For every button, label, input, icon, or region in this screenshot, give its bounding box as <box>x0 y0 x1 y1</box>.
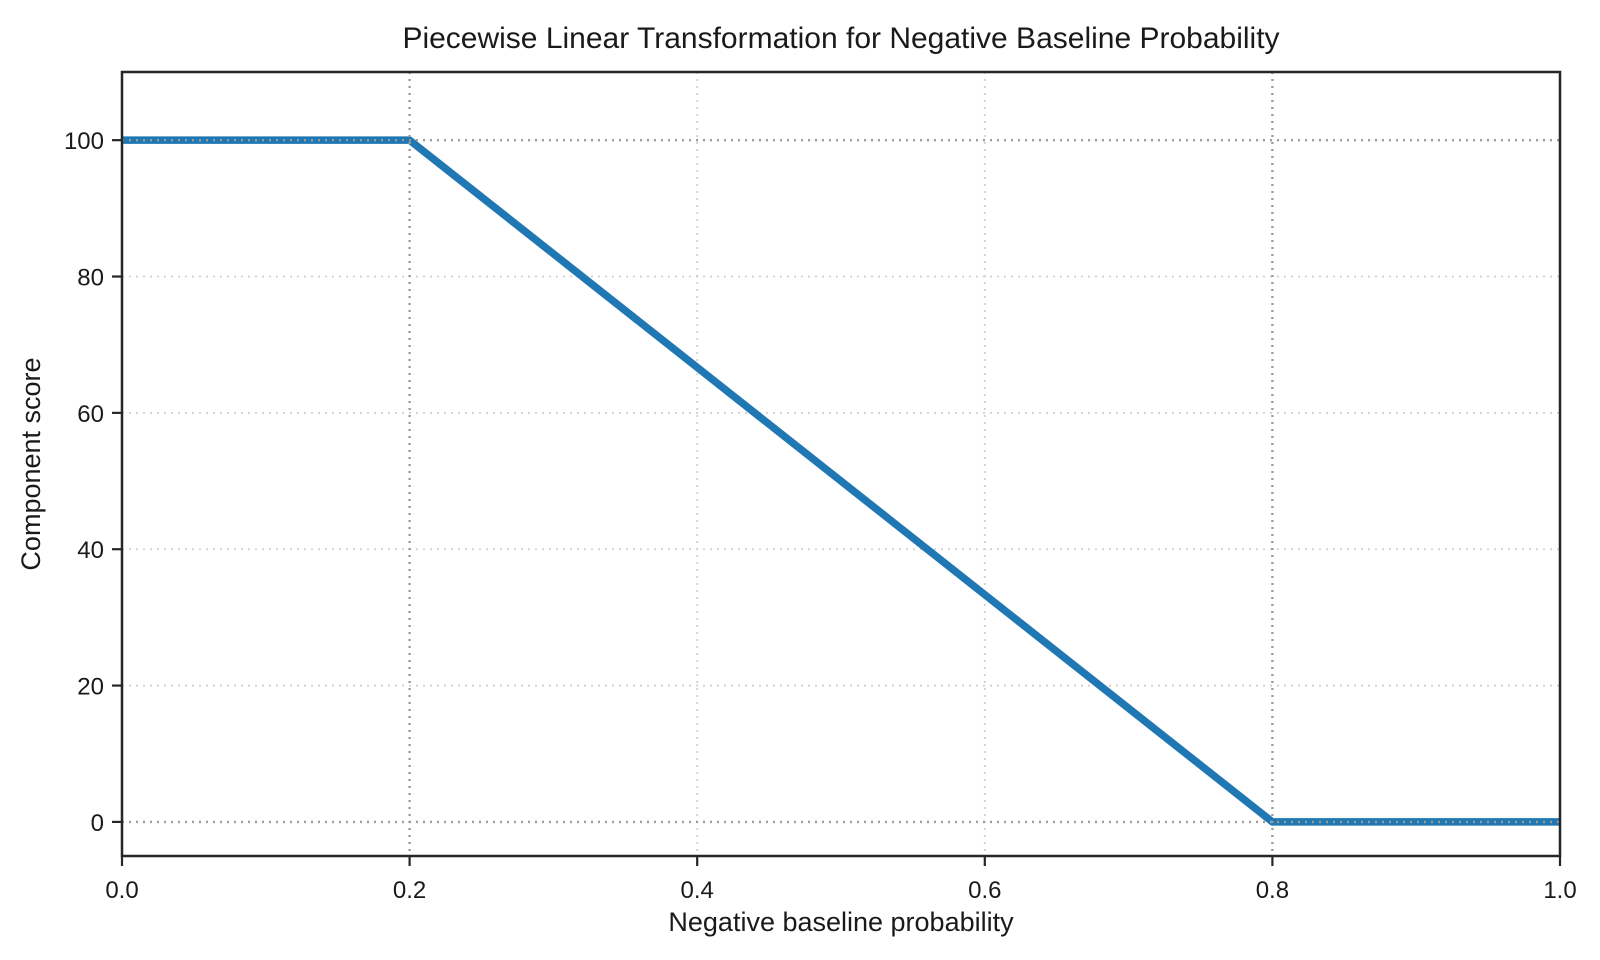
series-layer <box>122 136 1560 826</box>
axes-frame <box>120 70 1562 858</box>
x-tick-label: 0.4 <box>681 877 714 904</box>
y-tick-label: 100 <box>64 128 104 155</box>
x-tick-label: 0.8 <box>1256 877 1289 904</box>
y-tick-label: 20 <box>77 674 104 701</box>
x-tick-label: 1.0 <box>1543 877 1576 904</box>
y-axis-label: Component score <box>16 357 46 570</box>
y-tick-label: 80 <box>77 265 104 292</box>
y-tick-label: 0 <box>91 810 104 837</box>
ticks-layer: 0.0 0.2 0.4 0.6 0.8 1.0 0 20 40 60 80 100 <box>64 128 1577 904</box>
chart-title: Piecewise Linear Transformation for Nega… <box>402 22 1279 55</box>
series-line-component-score-piecewise-line <box>122 136 1560 826</box>
x-tick-label: 0.2 <box>393 877 426 904</box>
x-tick-label: 0.6 <box>968 877 1001 904</box>
x-tick-label: 0.0 <box>105 877 138 904</box>
axes-frame-layer <box>120 70 1562 858</box>
grid-layer <box>122 72 1560 856</box>
reference-lines-layer <box>122 72 1560 856</box>
x-axis-label: Negative baseline probability <box>668 907 1014 937</box>
y-tick-label: 60 <box>77 401 104 428</box>
y-tick-label: 40 <box>77 537 104 564</box>
